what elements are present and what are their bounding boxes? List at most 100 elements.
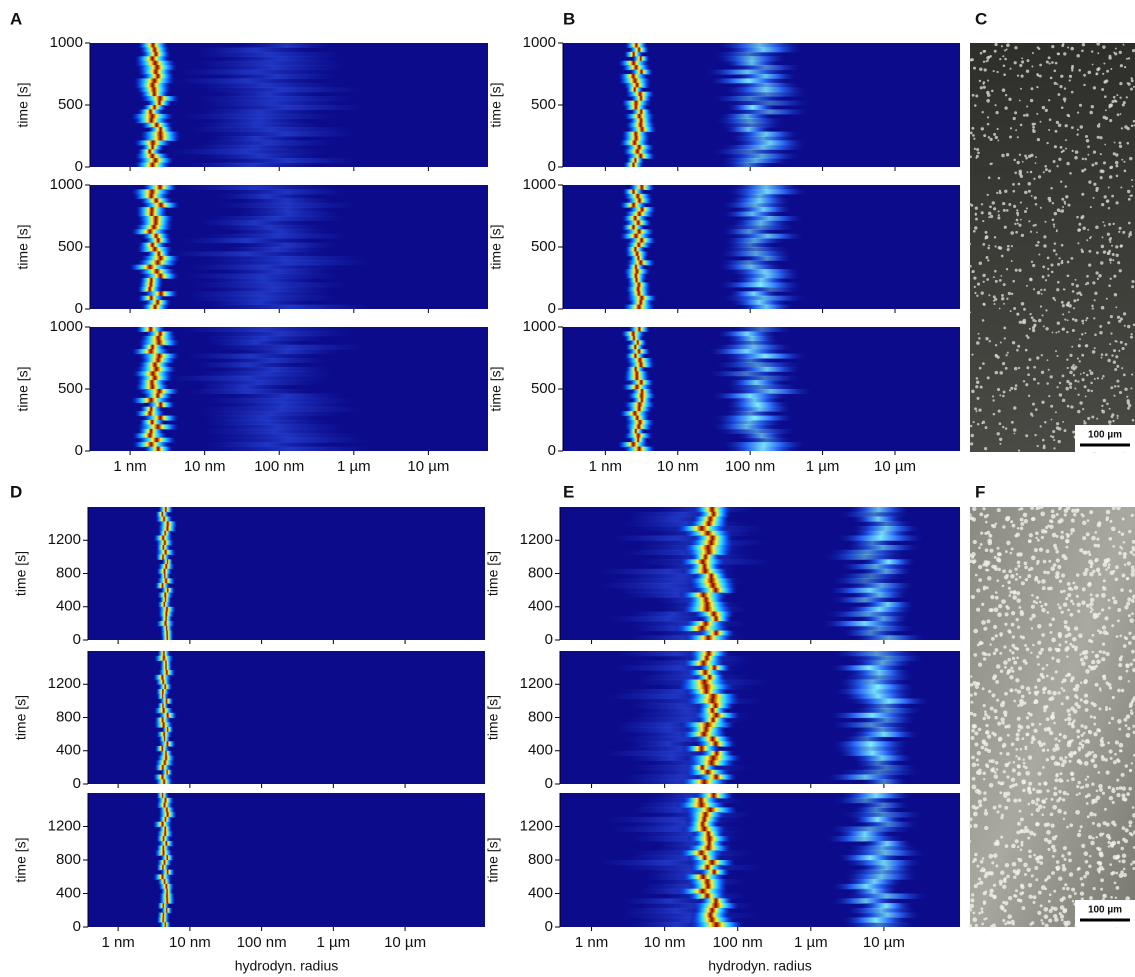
particle bbox=[1060, 243, 1064, 247]
particle bbox=[1038, 782, 1042, 786]
particle bbox=[1068, 304, 1072, 308]
particle bbox=[1004, 844, 1009, 848]
particle bbox=[1122, 101, 1126, 105]
heatmap-band bbox=[839, 630, 902, 636]
particle bbox=[1020, 507, 1024, 511]
particle bbox=[1057, 808, 1062, 814]
heatmap bbox=[560, 651, 960, 784]
heatmap-band bbox=[687, 540, 735, 546]
heatmap-band bbox=[199, 384, 291, 390]
particle bbox=[1108, 420, 1112, 424]
particle bbox=[1023, 872, 1028, 877]
heatmap-band bbox=[627, 746, 733, 752]
particle bbox=[998, 879, 1004, 885]
particle bbox=[1102, 161, 1107, 165]
particle bbox=[1013, 590, 1017, 594]
heatmap-band bbox=[737, 304, 795, 309]
particle bbox=[1072, 636, 1077, 642]
particle bbox=[1070, 773, 1074, 776]
particle bbox=[1085, 802, 1089, 805]
particle bbox=[1070, 518, 1075, 523]
particle bbox=[1035, 797, 1040, 802]
particle bbox=[1104, 616, 1109, 621]
particle bbox=[995, 679, 1000, 684]
particle bbox=[1002, 525, 1006, 529]
heatmap-band bbox=[831, 746, 910, 752]
particle bbox=[984, 747, 989, 752]
x-tick-label: 100 nm bbox=[725, 458, 775, 475]
particle bbox=[1130, 333, 1133, 336]
particle bbox=[1014, 384, 1018, 387]
particle bbox=[1074, 379, 1078, 383]
heatmap-band bbox=[130, 189, 174, 195]
heatmap-band bbox=[157, 651, 171, 657]
particle bbox=[1051, 435, 1055, 439]
particle bbox=[1109, 570, 1115, 576]
particle bbox=[1101, 791, 1106, 795]
particle bbox=[1017, 821, 1021, 826]
heatmap-band bbox=[624, 273, 648, 279]
heatmap-band bbox=[615, 722, 721, 728]
particle bbox=[1037, 890, 1042, 895]
particle bbox=[1069, 612, 1074, 617]
particle bbox=[1004, 49, 1006, 52]
particle bbox=[1118, 873, 1124, 878]
particle bbox=[1051, 218, 1055, 222]
particle bbox=[1032, 643, 1035, 647]
particle bbox=[1118, 226, 1122, 230]
particle bbox=[1090, 701, 1095, 705]
heatmap-band bbox=[686, 578, 737, 584]
particle bbox=[984, 447, 988, 451]
x-axis-label: hydrodyn. radius bbox=[235, 958, 339, 974]
heatmap-band bbox=[190, 295, 338, 301]
particle bbox=[1016, 845, 1020, 849]
particle bbox=[998, 191, 1002, 195]
heatmap-band bbox=[157, 879, 172, 885]
particle bbox=[1009, 590, 1013, 594]
particle bbox=[1116, 364, 1120, 368]
particle bbox=[1038, 547, 1044, 552]
particle bbox=[996, 387, 1001, 392]
particle bbox=[1103, 224, 1106, 227]
particle bbox=[982, 716, 987, 721]
particle bbox=[1119, 96, 1122, 99]
particle bbox=[1112, 349, 1117, 353]
heatmap-band bbox=[603, 750, 740, 757]
particle bbox=[1131, 185, 1134, 188]
particle bbox=[1102, 821, 1107, 826]
heatmap-band bbox=[155, 516, 174, 522]
particle bbox=[1016, 598, 1021, 603]
particle bbox=[1071, 345, 1074, 348]
particle bbox=[1107, 321, 1111, 325]
particle bbox=[1015, 732, 1020, 737]
particle bbox=[1128, 820, 1133, 825]
particle bbox=[1037, 663, 1040, 666]
particle bbox=[1113, 274, 1117, 278]
particle bbox=[1073, 299, 1077, 303]
heatmap-band bbox=[729, 300, 789, 306]
heatmap-band bbox=[160, 907, 173, 914]
particle bbox=[984, 426, 988, 430]
heatmap-band bbox=[628, 185, 656, 190]
particle bbox=[1008, 594, 1012, 597]
particle bbox=[1079, 877, 1083, 881]
particle bbox=[994, 344, 998, 347]
particle bbox=[1101, 593, 1106, 598]
heatmap-band bbox=[620, 331, 646, 337]
particle bbox=[1131, 373, 1134, 376]
particle bbox=[975, 380, 980, 385]
heatmap-band bbox=[683, 698, 742, 704]
particle bbox=[1039, 904, 1043, 908]
x-tick-label: 1 nm bbox=[589, 458, 622, 475]
particle bbox=[1101, 236, 1104, 239]
particle bbox=[1105, 200, 1109, 203]
particle bbox=[1055, 426, 1060, 430]
heatmap-band bbox=[689, 917, 735, 923]
y-tick-label: 800 bbox=[528, 851, 553, 868]
particle bbox=[1074, 150, 1079, 154]
particle bbox=[1042, 171, 1045, 174]
heatmap bbox=[560, 507, 960, 640]
particle bbox=[1085, 319, 1088, 322]
particle bbox=[1081, 514, 1085, 518]
particle bbox=[1055, 549, 1060, 554]
